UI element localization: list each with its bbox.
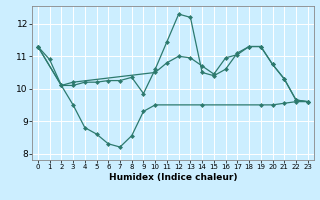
X-axis label: Humidex (Indice chaleur): Humidex (Indice chaleur) — [108, 173, 237, 182]
